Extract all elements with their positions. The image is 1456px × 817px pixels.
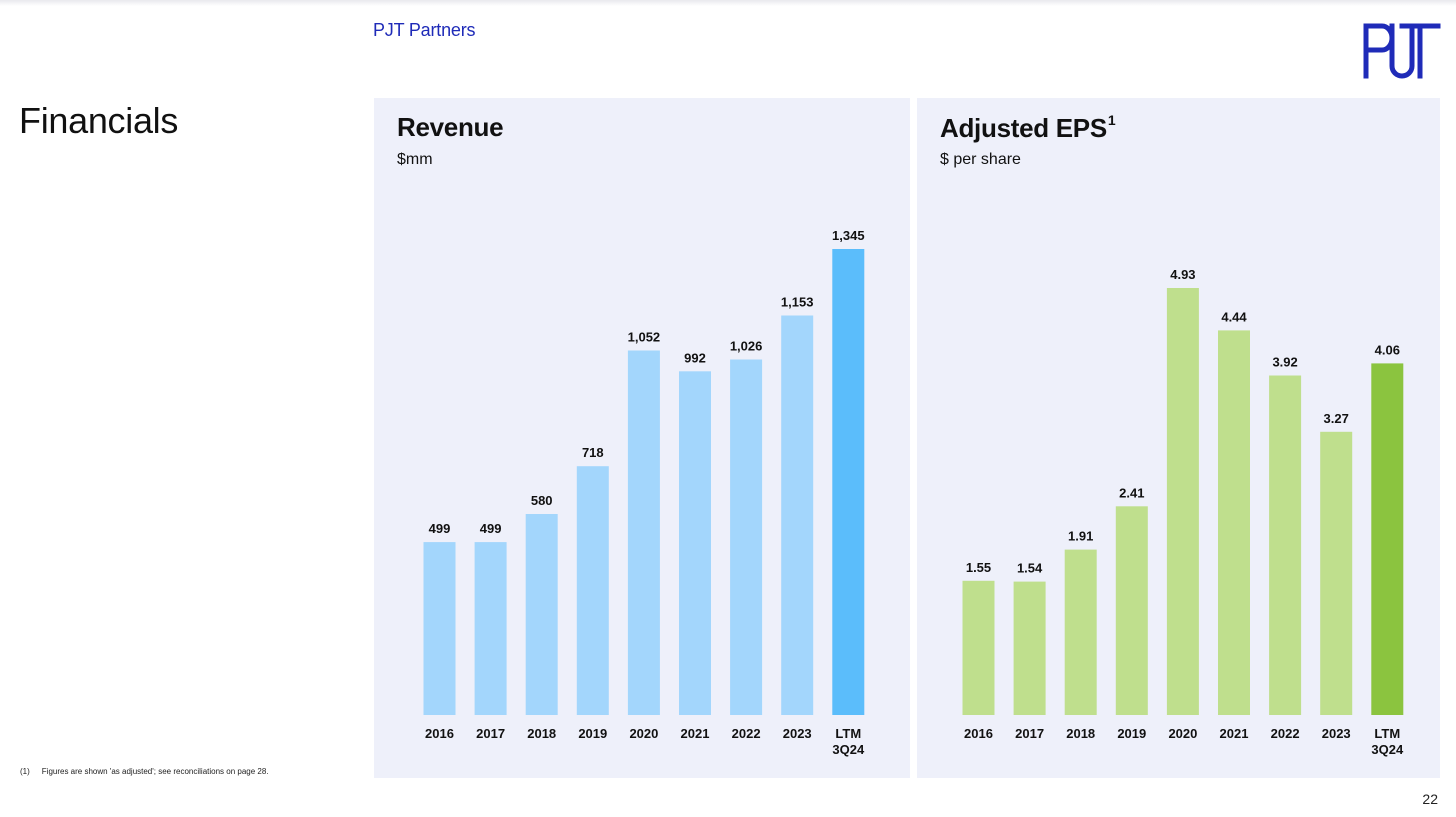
eps-bar-6	[1269, 375, 1302, 715]
eps-category-label-5: 2021	[1220, 726, 1249, 741]
revenue-data-label-7: 1,153	[781, 295, 814, 310]
eps-data-label-1: 1.54	[1017, 561, 1043, 576]
revenue-bar-6	[730, 359, 763, 715]
eps-footnote-marker: 1	[1107, 112, 1116, 128]
eps-data-label-5: 4.44	[1221, 309, 1247, 324]
eps-category-label-6: 2022	[1271, 726, 1300, 741]
eps-data-label-4: 4.93	[1170, 267, 1195, 282]
revenue-chart-subtitle: $mm	[397, 151, 433, 168]
brand-name: PJT Partners	[373, 20, 476, 40]
revenue-category-label-7: 2023	[783, 726, 812, 741]
eps-data-label-8: 4.06	[1375, 342, 1400, 357]
revenue-data-label-8: 1,345	[832, 228, 865, 243]
revenue-data-label-3: 718	[582, 445, 604, 460]
revenue-category-label-1: 2017	[476, 726, 505, 741]
footnote-number: (1)	[20, 767, 30, 776]
eps-category-label-4: 2020	[1168, 726, 1197, 741]
revenue-category-label-3: 2019	[578, 726, 607, 741]
eps-category-label-7: 2023	[1322, 726, 1351, 741]
revenue-category-label-6: 2022	[732, 726, 761, 741]
revenue-data-label-2: 580	[531, 493, 553, 508]
eps-category-label-8: LTM 3Q24	[1371, 726, 1404, 757]
eps-chart-title-text: Adjusted EPS	[940, 113, 1107, 143]
eps-data-label-2: 1.91	[1068, 529, 1093, 544]
revenue-category-label-0: 2016	[425, 726, 454, 741]
revenue-bar-1	[474, 542, 507, 715]
eps-data-label-6: 3.92	[1272, 355, 1297, 370]
top-shadow	[0, 0, 1456, 6]
revenue-category-label-8: LTM 3Q24	[832, 726, 865, 757]
revenue-bar-3	[576, 466, 609, 715]
revenue-bar-4	[627, 350, 660, 715]
revenue-category-label-5: 2021	[681, 726, 710, 741]
eps-bar-4	[1166, 288, 1199, 715]
eps-bar-5	[1218, 330, 1250, 715]
eps-data-label-3: 2.41	[1119, 485, 1144, 500]
revenue-data-label-6: 1,026	[730, 339, 763, 354]
revenue-bar-0	[423, 542, 456, 715]
eps-bar-1	[1013, 581, 1046, 715]
revenue-category-label-2: 2018	[527, 726, 556, 741]
eps-chart-subtitle: $ per share	[940, 151, 1021, 168]
eps-bar-0	[962, 580, 995, 715]
footnote-text: Figures are shown 'as adjusted'; see rec…	[41, 767, 269, 776]
revenue-bar-5	[679, 371, 711, 715]
eps-chart-title: Adjusted EPS1	[940, 112, 1116, 144]
revenue-bar-2	[525, 514, 558, 715]
eps-category-label-3: 2019	[1117, 726, 1146, 741]
eps-category-label-2: 2018	[1066, 726, 1095, 741]
eps-bar-8	[1371, 363, 1404, 715]
revenue-chart-title: Revenue	[397, 112, 504, 142]
eps-data-label-7: 3.27	[1324, 411, 1349, 426]
eps-bar-chart: 1.55 2016 1.54 2017 1.91 2018 2.41 2019 4.93 2020…	[962, 267, 1404, 757]
pjt-logo	[1363, 23, 1441, 79]
eps-panel: Adjusted EPS1 $ per share 1.55 2016 1.54 20…	[917, 98, 1440, 778]
revenue-bar-7	[781, 315, 814, 715]
eps-bar-3	[1115, 506, 1148, 715]
revenue-data-label-4: 1,052	[628, 330, 661, 345]
page-title: Financials	[19, 100, 179, 141]
revenue-bar-chart: 499 2016 499 2017 580 2018 718 2019 1,052 2020 992…	[423, 228, 865, 757]
eps-bar-7	[1320, 431, 1353, 715]
eps-data-label-0: 1.55	[966, 560, 991, 575]
eps-bar-2	[1064, 549, 1097, 715]
eps-category-label-0: 2016	[964, 726, 993, 741]
eps-category-label-1: 2017	[1015, 726, 1044, 741]
footnote: (1) Figures are shown 'as adjusted'; see …	[20, 767, 269, 776]
revenue-data-label-5: 992	[684, 350, 706, 365]
revenue-data-label-1: 499	[480, 521, 502, 536]
revenue-panel: Revenue $mm 499 2016 499 2017 580 2018 718 2019…	[374, 98, 910, 778]
revenue-category-label-4: 2020	[629, 726, 658, 741]
page-number: 22	[1422, 791, 1438, 807]
revenue-bar-8	[832, 249, 865, 715]
revenue-data-label-0: 499	[429, 521, 451, 536]
